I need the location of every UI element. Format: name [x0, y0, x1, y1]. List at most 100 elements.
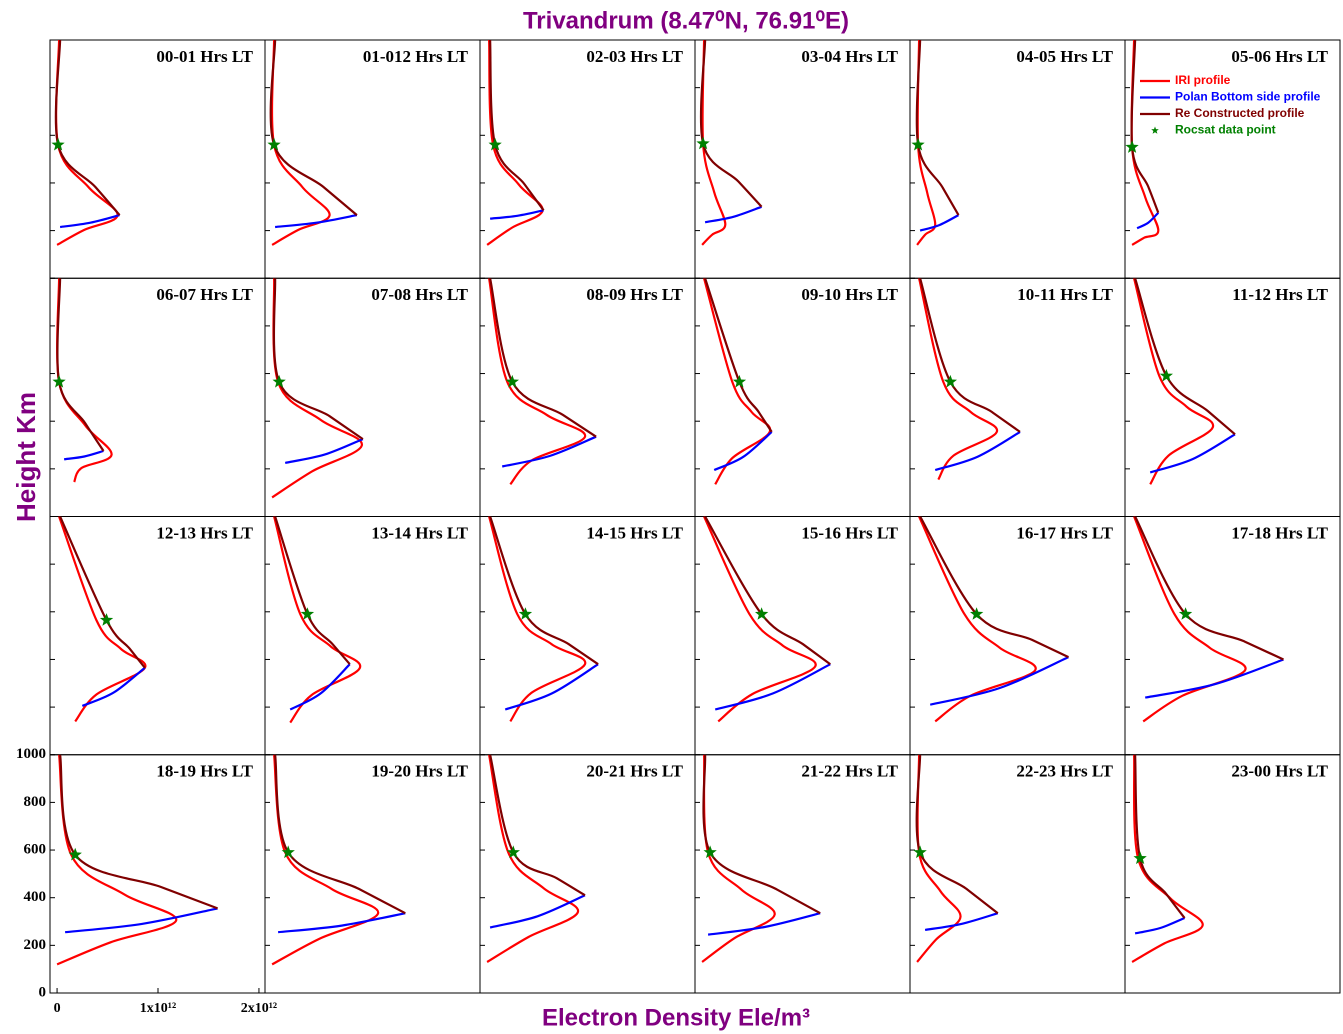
profile-line: [714, 663, 831, 711]
panel-label: 05-06 Hrs LT: [1231, 47, 1328, 66]
profile-line: [929, 656, 1069, 706]
profile-line: [489, 278, 597, 438]
profile-line: [919, 214, 960, 232]
plot-area: [488, 516, 599, 723]
profile-line: [915, 40, 960, 216]
profile-line: [54, 40, 121, 216]
star-point: [943, 374, 957, 388]
panel-label: 00-01 Hrs LT: [156, 47, 253, 66]
panel-frame: [1124, 516, 1341, 756]
panel-label: 08-09 Hrs LT: [586, 285, 683, 304]
star-point: [1159, 368, 1173, 382]
panel-label: 21-22 Hrs LT: [801, 762, 898, 781]
profile-line: [701, 40, 727, 246]
panel-frame: [694, 277, 911, 517]
plot-area: [703, 278, 773, 485]
panel-label: 19-20 Hrs LT: [371, 762, 468, 781]
y-tick-label: 200: [24, 937, 47, 953]
panel-frame: [1124, 277, 1341, 517]
panel-label: 22-23 Hrs LT: [1016, 762, 1113, 781]
y-tick-label: 400: [24, 889, 47, 905]
plot-area: [486, 40, 545, 246]
profile-line: [1133, 516, 1247, 723]
star-point: [267, 137, 281, 151]
plot-area: [703, 516, 831, 723]
profile-line: [934, 430, 1021, 472]
panel-label: 17-18 Hrs LT: [1231, 523, 1328, 542]
profile-line: [699, 40, 763, 208]
profile-line: [59, 754, 218, 910]
y-tick-label: 600: [24, 841, 47, 857]
profile-line: [919, 516, 1069, 659]
profile-line: [271, 754, 380, 966]
profile-line: [704, 516, 831, 666]
profile-line: [1149, 433, 1236, 474]
profile-line: [274, 214, 358, 229]
panel-label: 18-19 Hrs LT: [156, 762, 253, 781]
plot-area: [52, 278, 113, 483]
plot-area: [918, 516, 1069, 723]
panel-label: 20-21 Hrs LT: [586, 762, 683, 781]
y-axis-label: Height Km: [11, 392, 41, 522]
profile-line: [489, 209, 544, 220]
profile-line: [703, 278, 772, 485]
plot-area: [701, 754, 821, 963]
plot-area: [913, 754, 999, 963]
profile-line: [489, 754, 586, 897]
profile-line: [56, 278, 105, 452]
y-tick-label: 800: [24, 794, 47, 810]
panel-label: 02-03 Hrs LT: [586, 47, 683, 66]
panel-label: 16-17 Hrs LT: [1016, 523, 1113, 542]
plot-area: [58, 516, 147, 723]
legend-label: Polan Bottom side profile: [1175, 90, 1321, 104]
profile-line: [1134, 916, 1186, 935]
panel-frame: [694, 516, 911, 756]
panel-frame: [49, 277, 266, 517]
profile-line: [702, 754, 821, 915]
panel-frame: [694, 754, 911, 994]
panel-frame: [1124, 39, 1341, 279]
panel-label: 04-05 Hrs LT: [1016, 47, 1113, 66]
plot-area: [696, 40, 763, 246]
plot-area: [486, 754, 586, 963]
panel-frame: [264, 754, 481, 994]
plot-area: [273, 516, 362, 724]
x-axis-label: Electron Density Ele/m³: [542, 1004, 810, 1031]
profile-line: [1131, 754, 1204, 963]
profile-line: [1133, 278, 1215, 485]
panel-frame: [49, 516, 266, 756]
star-point: [911, 137, 925, 151]
profile-line: [918, 278, 998, 481]
star-point: [99, 613, 114, 626]
panel-label: 03-04 Hrs LT: [801, 47, 898, 66]
profile-line: [284, 438, 364, 464]
panel-label: 01-012 Hrs LT: [363, 47, 469, 66]
plot-area: [1133, 278, 1236, 485]
panel-frame: [264, 516, 481, 756]
profile-line: [81, 666, 146, 707]
panel-label: 10-11 Hrs LT: [1017, 285, 1113, 304]
plot-area: [56, 754, 218, 966]
profile-line: [277, 912, 406, 934]
x-tick-label: 0: [54, 1001, 61, 1016]
profile-line: [289, 663, 351, 711]
panel-frame: [909, 754, 1126, 994]
plot-area: [911, 40, 960, 246]
plot-area: [267, 40, 358, 246]
star-point: [1178, 607, 1193, 620]
star-point: [755, 607, 769, 620]
star-point: [300, 607, 315, 620]
panel-label: 09-10 Hrs LT: [801, 285, 898, 304]
profile-line: [486, 754, 580, 963]
profile-line: [707, 912, 821, 936]
profile-line: [1134, 754, 1186, 919]
star-point: [1125, 140, 1139, 153]
profile-line: [713, 431, 773, 472]
profile-line: [489, 894, 586, 929]
panel-label: 23-00 Hrs LT: [1231, 762, 1328, 781]
panel-frame: [909, 39, 1126, 279]
profile-line: [1136, 211, 1160, 230]
panel-frame: [694, 39, 911, 279]
star-point: [732, 374, 747, 388]
